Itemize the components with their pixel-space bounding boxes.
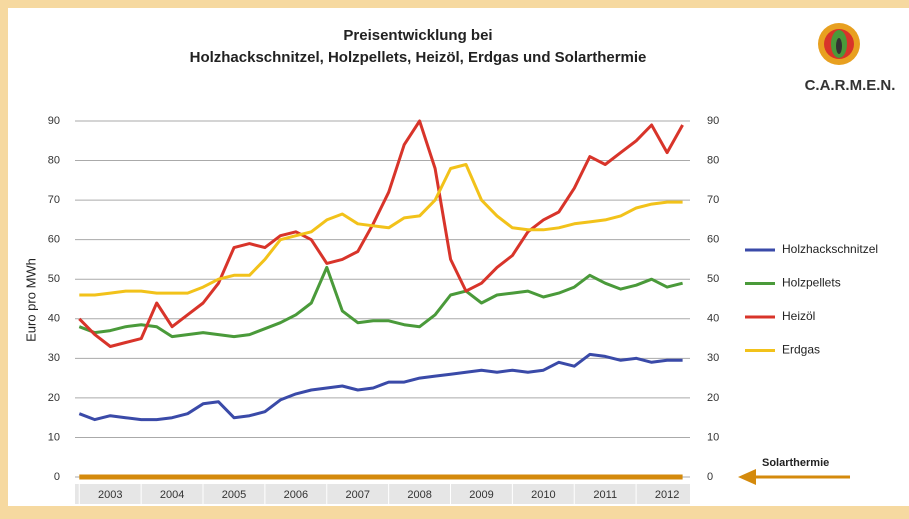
y2-tick-label: 0 bbox=[707, 471, 713, 483]
x-tick-label: 2004 bbox=[160, 489, 184, 501]
y2-tick-label: 80 bbox=[707, 154, 719, 166]
x-tick-label: 2009 bbox=[469, 489, 493, 501]
x-tick-label: 2006 bbox=[284, 489, 308, 501]
y2-tick-label: 20 bbox=[707, 392, 719, 404]
arrow-head bbox=[738, 469, 756, 485]
logo-text: C.A.R.M.E.N. bbox=[805, 77, 896, 94]
y2-tick-label: 40 bbox=[707, 313, 719, 325]
annotation-label: Solarthermie bbox=[762, 457, 829, 469]
y2-tick-label: 50 bbox=[707, 273, 719, 285]
y-tick-label: 70 bbox=[48, 194, 60, 206]
x-axis-band bbox=[75, 484, 690, 504]
y-tick-label: 10 bbox=[48, 431, 60, 443]
y-tick-label: 30 bbox=[48, 352, 60, 364]
y2-tick-label: 70 bbox=[707, 194, 719, 206]
y2-tick-label: 60 bbox=[707, 234, 719, 246]
y2-tick-label: 90 bbox=[707, 115, 719, 127]
x-tick-label: 2008 bbox=[407, 489, 431, 501]
x-tick-label: 2003 bbox=[98, 489, 122, 501]
y-tick-label: 40 bbox=[48, 313, 60, 325]
panel bbox=[8, 8, 909, 506]
x-tick-label: 2011 bbox=[593, 489, 617, 501]
x-tick-label: 2007 bbox=[346, 489, 370, 501]
series-line bbox=[78, 265, 683, 339]
y-tick-label: 20 bbox=[48, 392, 60, 404]
legend-label: Heizöl bbox=[782, 309, 815, 323]
y-tick-label: 80 bbox=[48, 154, 60, 166]
chart-title: Preisentwicklung bei bbox=[343, 27, 492, 44]
series-line bbox=[78, 119, 684, 348]
y-tick-label: 50 bbox=[48, 273, 60, 285]
x-tick-label: 2010 bbox=[531, 489, 555, 501]
y-axis-label: Euro pro MWh bbox=[23, 258, 38, 342]
x-tick-label: 2005 bbox=[222, 489, 246, 501]
y2-tick-label: 30 bbox=[707, 352, 719, 364]
y2-tick-label: 10 bbox=[707, 431, 719, 443]
series-line bbox=[79, 163, 683, 297]
y-tick-label: 60 bbox=[48, 234, 60, 246]
logo bbox=[818, 23, 860, 65]
y-tick-label: 90 bbox=[48, 115, 60, 127]
x-tick-label: 2012 bbox=[655, 489, 679, 501]
legend-label: Erdgas bbox=[782, 343, 820, 357]
series-line bbox=[78, 352, 683, 422]
chart-subtitle: Holzhackschnitzel, Holzpellets, Heizöl, … bbox=[190, 49, 647, 66]
legend-label: Holzpellets bbox=[782, 276, 841, 290]
legend-label: Holzhackschnitzel bbox=[782, 242, 878, 256]
y-tick-label: 0 bbox=[54, 471, 60, 483]
